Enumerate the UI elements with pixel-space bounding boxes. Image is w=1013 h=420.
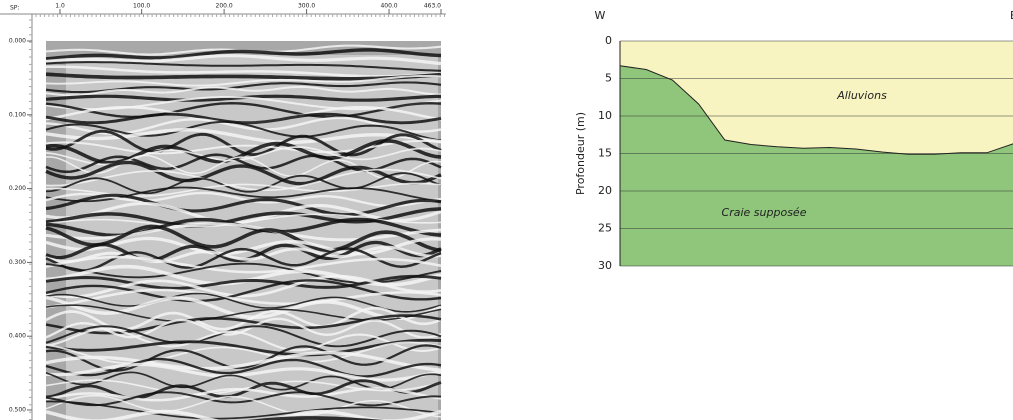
x-tick-label: 463.0 [424,3,441,10]
seismic-reflector [45,341,442,365]
boundary-line [619,65,1013,155]
seismic-reflector [45,394,442,418]
y-tick-label: 0.500 [9,407,26,414]
direction-e: E [1010,9,1013,22]
x-tick-label: 200.0 [216,3,233,10]
seismic-reflector [45,279,442,303]
seismic-reflector [45,112,442,125]
seismic-reflector [45,338,442,357]
seismic-reflector [45,379,442,400]
seismic-reflector [45,245,442,264]
seismic-reflector [45,61,442,72]
seismic-reflector [45,48,442,61]
seismic-reflector [45,292,442,313]
y-axis-label: Profondeur (m) [574,112,587,195]
y-tick-label: 0.400 [9,333,26,340]
seismic-reflector [45,154,442,180]
x-tick-label: 100.0 [133,3,150,10]
seismic-reflector [45,357,442,378]
seismic-reflector [45,351,442,372]
seismic-reflector [45,53,442,66]
seismic-reflector [45,138,442,165]
seismic-reflector [45,139,442,155]
seismic-reflector [45,222,442,242]
seismic-reflector [45,172,442,195]
seismic-reflector [45,128,442,144]
x-axis-label: SP: [10,5,19,12]
y-tick-label: 0.200 [9,185,26,192]
layer-label: Alluvions [836,89,887,102]
seismic-reflector [45,387,442,402]
seismic-reflector [45,186,442,203]
seismic-reflector [45,391,442,407]
y-tick-label: 30 [598,259,612,272]
y-tick-label: 20 [598,184,612,197]
seismic-reflector [45,191,442,208]
y-tick-label: 0 [605,34,612,47]
seismic-reflector [45,72,442,81]
seismic-reflector [45,193,442,217]
seismic-reflector [45,102,442,119]
seismic-reflector [46,400,442,420]
y-tick-label: 15 [598,147,612,160]
direction-w: W [595,9,606,22]
seismic-reflector [45,274,442,299]
x-tick-label: 300.0 [298,3,315,10]
seismic-reflector [45,160,442,186]
y-tick-label: 0.000 [9,38,26,45]
seismic-reflector [45,317,442,339]
seismic-reflector [45,288,442,309]
seismic-reflector [45,295,442,321]
seismic-reflector [45,224,442,253]
y-tick-label: 0.300 [9,259,26,266]
y-tick-label: 5 [605,72,612,85]
seismic-reflector [46,65,442,78]
y-tick-label: 0.100 [9,111,26,118]
layer-label: Craie supposée [722,206,807,219]
seismic-reflector [45,327,442,352]
seismic-reflector [45,85,442,97]
x-tick-label: 1.0 [55,3,65,10]
seismic-reflector [45,168,442,192]
layer-bottom [620,65,1013,266]
seismic-reflector [45,74,442,87]
seismic-reflector [45,362,442,382]
seismic-reflector [45,325,442,348]
y-tick-label: 10 [598,109,612,122]
seismic-reflector [45,255,442,274]
seismic-reflector [45,120,442,142]
y-tick-label: 25 [598,222,612,235]
x-tick-label: 400.0 [380,3,397,10]
